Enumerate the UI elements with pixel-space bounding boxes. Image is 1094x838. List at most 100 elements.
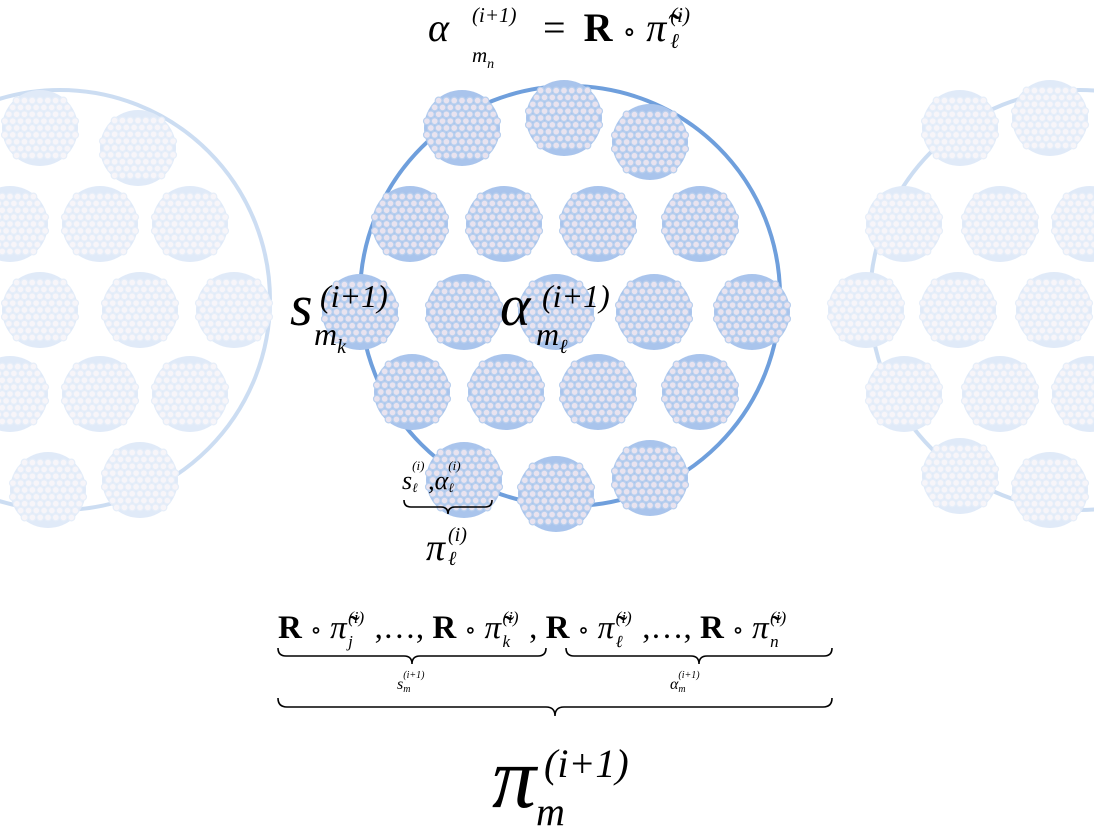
particle-dot [241,285,250,294]
particle-dot [119,389,128,399]
particle-dot [95,403,105,412]
particle-dot [375,328,384,337]
particle-dot [1015,240,1024,249]
particle-dot [157,143,166,153]
particle-dot [402,240,411,249]
particle-dot [711,247,720,256]
particle-dot [692,226,701,235]
particle-dot [494,374,503,383]
particle-dot [614,124,623,133]
particle-dot [17,369,26,378]
particle-dot [763,321,772,330]
particle-dot [919,213,928,222]
particle-dot [17,240,26,249]
particle-dot [630,110,639,119]
particle-dot [501,360,511,369]
particle-dot [112,503,121,512]
particle-dot [32,117,41,126]
particle-dot [68,369,77,378]
particle-dot [145,137,154,146]
particle-dot [684,240,693,249]
particle-dot [536,307,545,317]
particle-dot [133,171,143,180]
particle-dot [955,123,965,133]
particle-dot [32,130,41,139]
particle-dot [320,301,329,310]
particle-dot [139,326,148,335]
particle-dot [110,130,119,139]
particle-dot [699,240,708,249]
particle-dot [1049,134,1058,143]
particle-dot [112,278,121,287]
particle-dot [149,116,158,125]
particle-dot [673,480,682,489]
left-faded-cluster [98,110,178,186]
particle-dot [143,503,152,512]
particle-dot [548,301,557,310]
particle-dot [222,292,231,301]
particle-dot [959,117,968,126]
particle-dot [614,473,623,483]
particle-dot [885,278,894,287]
particle-dot [384,360,393,369]
particle-dot [1019,403,1028,412]
particle-dot [884,389,893,399]
particle-dot [1057,93,1066,102]
particle-dot [830,319,839,328]
particle-dot [552,141,561,150]
particle-dot [1066,410,1075,419]
particle-dot [957,299,966,308]
particle-dot [193,192,202,201]
particle-dot [625,219,634,229]
particle-dot [496,226,505,235]
particle-dot [590,199,599,208]
particle-dot [467,475,476,485]
particle-dot [130,137,139,146]
particle-dot [516,314,525,323]
particle-dot [638,473,647,483]
particle-dot [907,206,916,215]
particle-dot [672,360,681,369]
particle-dot [583,307,592,317]
particle-dot [555,483,564,492]
particle-dot [665,294,674,303]
particle-dot [858,312,867,321]
particle-dot [1023,369,1032,378]
particle-dot [642,494,651,503]
particle-dot [5,376,15,385]
particle-dot [888,383,897,392]
particle-dot [501,374,511,383]
particle-dot [622,165,631,174]
particle-dot [1050,213,1059,222]
particle-dot [16,144,25,153]
top-pi-sub: ℓ [670,29,679,53]
particle-dot [405,219,415,229]
particle-dot [944,465,953,474]
particle-dot [454,103,463,112]
particle-dot [124,482,133,491]
particle-dot [257,326,266,335]
particle-dot [36,499,45,508]
cluster-disc [10,452,86,528]
particle-dot [498,394,507,403]
particle-dot [474,394,483,403]
particle-dot [433,240,442,249]
particle-dot [884,247,893,256]
particle-dot [1082,383,1091,392]
particle-dot [923,389,932,399]
particle-dot [426,110,435,119]
particle-dot [979,96,988,105]
particle-dot [649,453,658,462]
particle-dot [579,301,588,310]
particle-dot [567,335,576,344]
particle-dot [524,287,533,296]
particle-dot [221,383,230,392]
particle-dot [60,383,69,392]
particle-dot [43,513,53,522]
particle-dot [107,396,116,405]
particle-dot [174,410,183,419]
particle-dot [155,496,164,505]
particle-dot [12,333,21,342]
particle-dot [348,321,357,330]
particle-dot [127,219,136,229]
